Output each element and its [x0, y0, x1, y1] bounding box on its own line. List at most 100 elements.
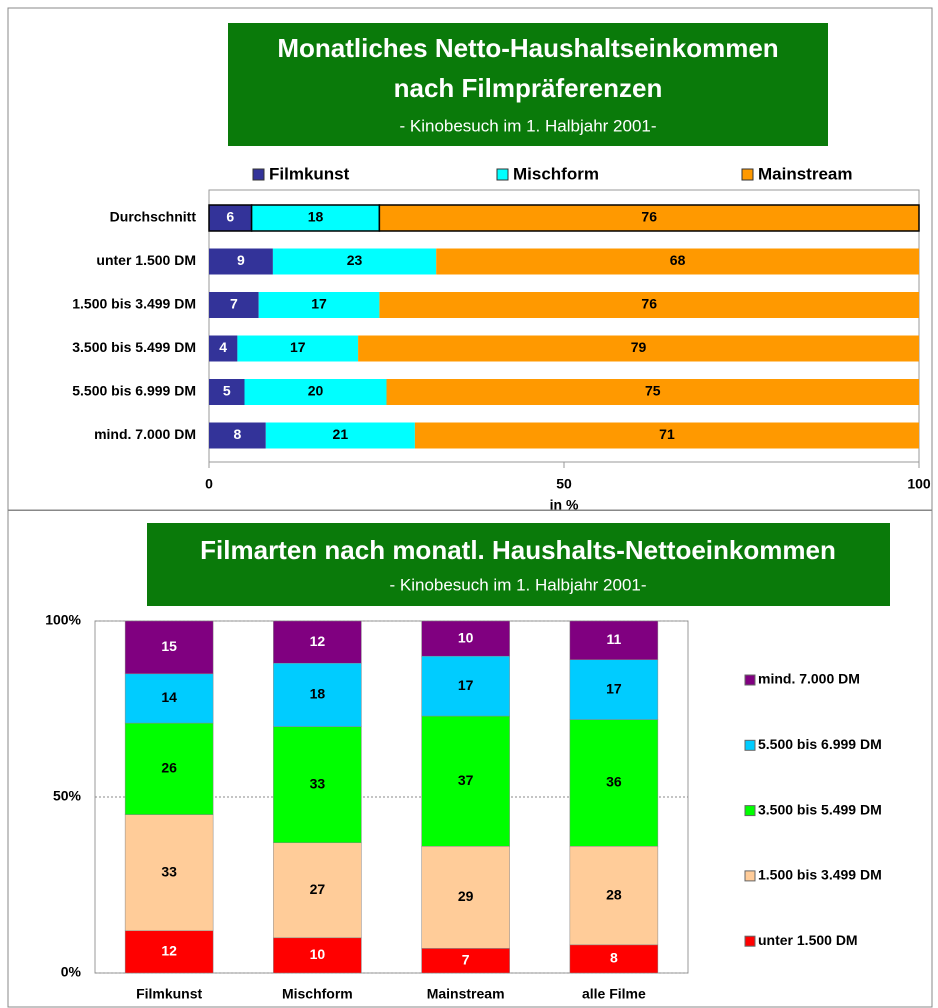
bar-segment	[421, 715, 510, 847]
x-tick-label: 0	[205, 476, 213, 492]
bar-segment	[209, 248, 273, 275]
data-label: 10	[458, 629, 474, 645]
bar-segment	[569, 719, 659, 847]
legend-label: mind. 7.000 DM	[758, 671, 860, 687]
bar-segment	[273, 842, 362, 939]
data-label: 33	[161, 863, 177, 879]
bar-segment	[250, 204, 381, 232]
x-tick-label: Mischform	[282, 986, 353, 1002]
data-label: 71	[659, 426, 675, 442]
data-label: 36	[606, 774, 622, 790]
axis-label: in %	[550, 497, 579, 513]
bar-segment	[421, 620, 510, 657]
bar-segment	[569, 620, 659, 660]
legend-label: 5.500 bis 6.999 DM	[758, 736, 882, 752]
chart-title: nach Filmpräferenzen	[394, 73, 663, 103]
legend-swatch	[252, 168, 265, 181]
chart-subtitle: - Kinobesuch im 1. Halbjahr 2001-	[399, 116, 656, 135]
bar-segment	[244, 379, 387, 405]
bar-segment	[378, 204, 920, 232]
bar-segment	[237, 335, 359, 362]
data-label: 27	[310, 881, 326, 897]
y-tick-label: unter 1.500 DM	[96, 252, 196, 268]
data-label: 29	[458, 888, 474, 904]
bar-segment	[421, 655, 510, 717]
x-tick-label: Mainstream	[427, 986, 505, 1002]
bar-segment	[124, 620, 214, 675]
bar-segment	[358, 335, 920, 362]
legend-label: unter 1.500 DM	[758, 932, 858, 948]
x-tick-label: 50	[556, 476, 572, 492]
y-tick-label: 0%	[61, 964, 82, 980]
data-label: 9	[237, 252, 245, 268]
legend-label: Mischform	[513, 164, 599, 183]
bar-segment	[386, 379, 919, 405]
legend-swatch	[744, 805, 756, 817]
y-tick-label: 5.500 bis 6.999 DM	[72, 383, 196, 399]
data-label: 15	[161, 638, 177, 654]
data-label: 12	[310, 633, 326, 649]
data-label: 17	[311, 296, 327, 312]
bar-segment	[421, 948, 510, 974]
data-label: 7	[462, 951, 470, 967]
data-label: 76	[641, 296, 657, 312]
bar-segment	[569, 659, 659, 720]
bar-segment	[569, 944, 659, 974]
data-label: 8	[234, 426, 242, 442]
data-label: 21	[333, 426, 349, 442]
legend-swatch	[744, 739, 756, 751]
data-label: 28	[606, 886, 622, 902]
title-box	[147, 523, 890, 606]
x-tick-label: Filmkunst	[136, 986, 202, 1002]
legend-swatch	[496, 168, 509, 181]
bar-segment	[124, 930, 214, 974]
bar-segment	[436, 248, 919, 275]
legend-label: Filmkunst	[269, 164, 350, 183]
y-tick-label: mind. 7.000 DM	[94, 426, 196, 442]
data-label: 7	[230, 296, 238, 312]
x-tick-label: alle Filme	[582, 986, 646, 1002]
bar-segment	[569, 846, 659, 946]
data-label: 4	[219, 339, 227, 355]
title-box	[228, 23, 828, 146]
data-label: 17	[290, 339, 306, 355]
x-tick-label: 100	[907, 476, 931, 492]
data-label: 33	[310, 775, 326, 791]
data-label: 10	[310, 946, 326, 962]
bar-segment	[379, 292, 919, 318]
chart-title: Monatliches Netto-Haushaltseinkommen	[277, 33, 778, 63]
chart-title: Filmarten nach monatl. Haushalts-Nettoei…	[200, 535, 836, 565]
bar-segment	[209, 335, 238, 362]
legend-swatch	[744, 935, 756, 947]
data-label: 6	[226, 209, 234, 225]
data-label: 12	[161, 943, 177, 959]
bar-segment	[209, 292, 259, 318]
legend-label: 3.500 bis 5.499 DM	[758, 801, 882, 817]
bar-segment	[209, 379, 245, 405]
data-label: 79	[631, 339, 647, 355]
data-label: 8	[610, 950, 618, 966]
data-label: 26	[161, 760, 177, 776]
legend-swatch	[741, 168, 754, 181]
chart-subtitle: - Kinobesuch im 1. Halbjahr 2001-	[389, 575, 646, 594]
data-label: 68	[670, 252, 686, 268]
bar-segment	[124, 722, 214, 815]
bar-segment	[258, 292, 380, 318]
bar-segment	[272, 248, 437, 275]
data-label: 76	[641, 209, 657, 225]
legend-swatch	[744, 674, 756, 686]
data-label: 18	[308, 209, 324, 225]
y-tick-label: 50%	[53, 788, 82, 804]
divider	[8, 510, 932, 511]
data-label: 14	[161, 689, 177, 705]
data-label: 11	[606, 631, 621, 647]
bar-segment	[124, 814, 214, 932]
y-tick-label: Durchschnitt	[110, 209, 197, 225]
bar-segment	[414, 422, 919, 449]
data-label: 37	[458, 772, 474, 788]
data-label: 17	[606, 680, 622, 696]
y-tick-label: 100%	[45, 612, 81, 628]
legend-swatch	[744, 870, 756, 882]
bar-segment	[273, 620, 362, 664]
